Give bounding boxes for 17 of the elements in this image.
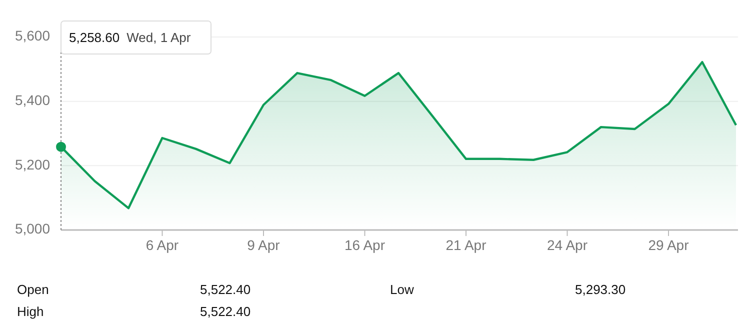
x-tick-label: 16 Apr: [344, 237, 386, 253]
text: High: [17, 304, 44, 319]
text: 5,522.40: [200, 304, 251, 319]
y-tick-label: 5,000: [14, 220, 50, 237]
x-tick-label: 29 Apr: [648, 237, 690, 253]
x-tick-label: 21 Apr: [446, 237, 487, 253]
y-tick-label: 5,200: [14, 156, 50, 172]
y-tick-label: 5,400: [14, 92, 50, 108]
x-tick-label: 6 Apr: [146, 237, 179, 253]
x-tick-label: 9 Apr: [247, 237, 280, 253]
annotation: 5,258.60 Wed, 1 Apr: [69, 30, 192, 45]
text: Low: [390, 282, 414, 297]
text: 5,522.40: [200, 282, 251, 297]
text: 5,293.30: [575, 282, 626, 297]
text: Open: [17, 282, 49, 297]
y-tick-label: 5,600: [14, 28, 50, 44]
x-tick-label: 24 Apr: [547, 237, 588, 253]
